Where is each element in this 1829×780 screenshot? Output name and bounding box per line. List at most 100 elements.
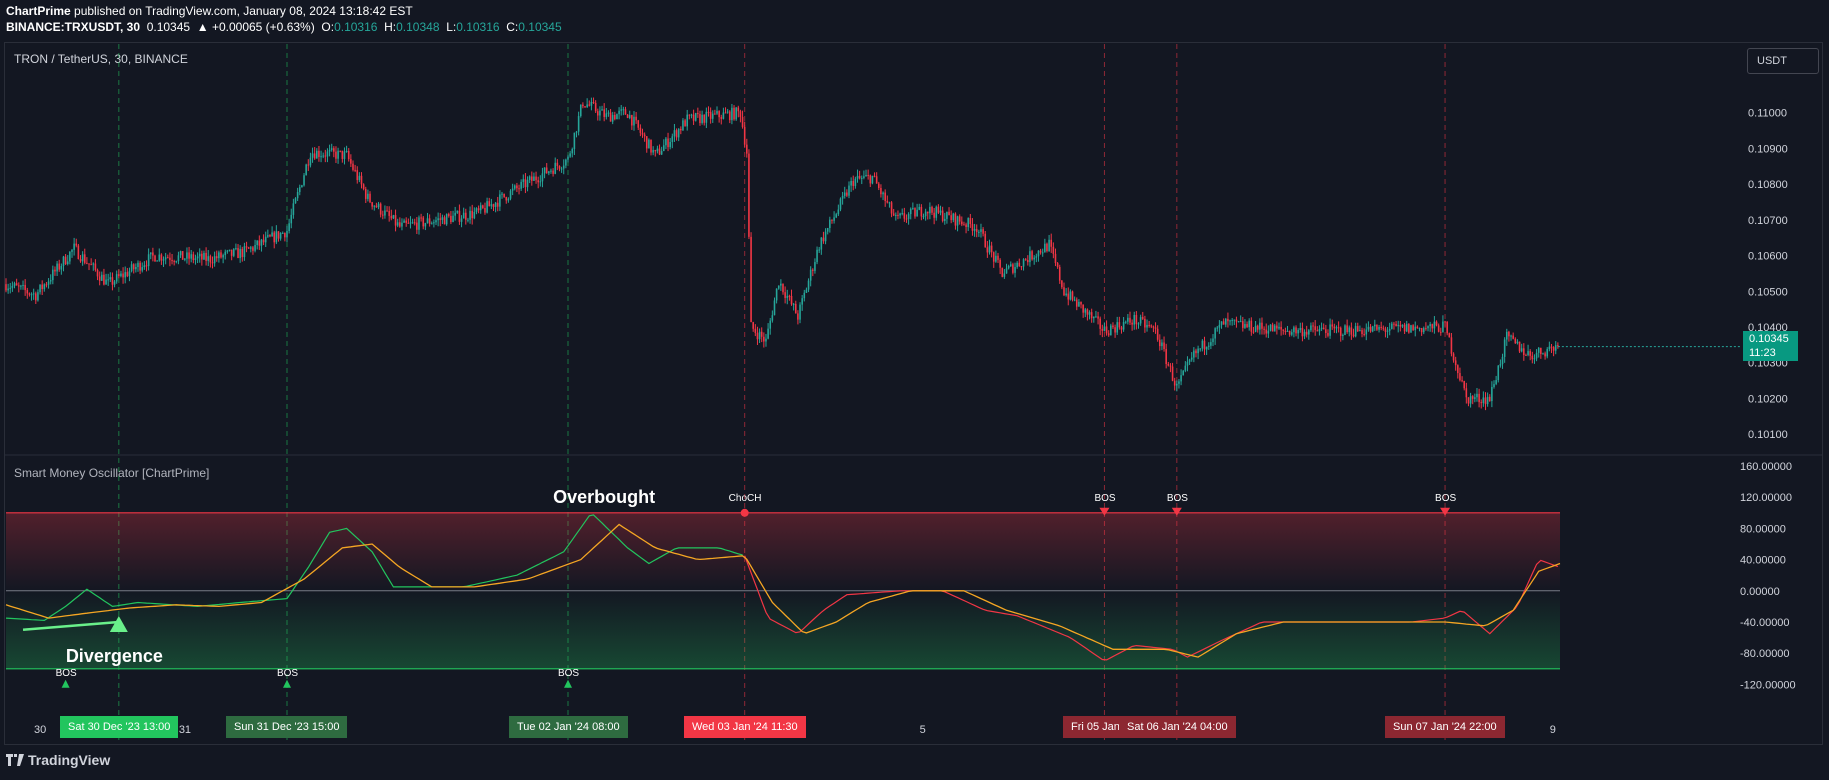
candle <box>922 216 925 218</box>
candle <box>1244 324 1246 328</box>
candle <box>486 201 488 213</box>
candle <box>1158 339 1161 347</box>
candle <box>111 277 114 285</box>
candle <box>1427 326 1429 329</box>
candle <box>871 175 874 184</box>
candle <box>13 283 16 286</box>
candle <box>90 264 92 266</box>
candle <box>826 227 829 232</box>
candle <box>213 256 216 264</box>
candle <box>1171 366 1174 381</box>
candle <box>1431 324 1434 329</box>
candle <box>1412 325 1414 331</box>
candle <box>220 252 222 258</box>
candle <box>258 240 261 246</box>
candle <box>145 265 148 267</box>
candle <box>777 285 780 289</box>
publisher-name[interactable]: ChartPrime <box>6 4 71 18</box>
candle <box>1201 340 1204 349</box>
candle <box>956 216 959 226</box>
candle <box>731 107 733 121</box>
candle <box>1312 325 1314 327</box>
candle <box>1020 266 1023 268</box>
candle <box>1308 330 1310 335</box>
candle <box>835 214 838 218</box>
candle <box>230 249 233 256</box>
candle <box>650 139 652 153</box>
candle <box>1005 268 1008 274</box>
candle <box>1135 314 1138 325</box>
symbol-line: BINANCE:TRXUSDT, 30 0.10345 ▲ +0.00065 (… <box>6 20 562 34</box>
candle <box>518 188 520 190</box>
candle <box>537 180 539 183</box>
candle <box>1212 338 1214 343</box>
candle <box>190 254 193 259</box>
candle <box>673 130 676 137</box>
chart-frame <box>4 42 1823 745</box>
candle <box>122 273 124 278</box>
candle <box>1252 331 1255 333</box>
candle <box>1007 265 1010 269</box>
candle <box>124 272 127 278</box>
candle <box>1282 329 1285 331</box>
candle <box>584 106 586 108</box>
candle <box>1090 312 1093 319</box>
candle <box>833 217 835 221</box>
candle <box>763 336 765 342</box>
candle <box>867 174 869 176</box>
candle <box>120 273 122 277</box>
candle <box>494 202 497 207</box>
candle <box>1557 345 1559 347</box>
candle <box>5 284 7 291</box>
oscillator-line-bull <box>5 514 743 622</box>
candle <box>22 284 24 286</box>
bar-countdown: 11:23 <box>1749 347 1776 359</box>
candle <box>1054 253 1057 263</box>
candle <box>950 215 952 221</box>
candle <box>1457 365 1459 374</box>
candle <box>707 111 710 113</box>
candle <box>884 192 886 201</box>
candle <box>262 239 265 243</box>
footer-brand[interactable]: TradingView <box>6 752 110 769</box>
candle <box>1444 321 1446 323</box>
candle <box>1131 322 1133 325</box>
candle <box>978 231 980 233</box>
candle <box>345 151 348 153</box>
candle <box>1112 325 1114 328</box>
candle <box>1550 346 1553 348</box>
candle <box>1337 327 1340 329</box>
candle <box>341 150 344 159</box>
candle <box>656 148 659 152</box>
candle <box>305 164 307 176</box>
candle <box>499 194 501 207</box>
candle <box>1303 331 1306 337</box>
candle <box>520 181 522 189</box>
candle <box>869 175 872 184</box>
candle <box>948 211 950 216</box>
candle <box>671 136 674 142</box>
candle <box>296 192 299 199</box>
candle <box>1420 328 1423 333</box>
candle <box>1297 330 1299 334</box>
candle <box>907 214 910 219</box>
currency-button[interactable]: USDT <box>1747 48 1819 74</box>
candle <box>458 210 461 222</box>
osc-axis-tick: -80.00000 <box>1740 648 1790 660</box>
candle <box>1367 326 1370 330</box>
candle <box>524 179 527 188</box>
candle <box>556 162 559 167</box>
candle <box>103 274 105 285</box>
candle <box>1163 342 1165 350</box>
candle <box>239 248 241 259</box>
candle <box>1290 332 1293 335</box>
time-axis-label: 31 <box>179 724 191 736</box>
candle <box>946 211 948 219</box>
candle <box>250 247 252 249</box>
candle <box>20 285 22 287</box>
candle <box>748 153 750 237</box>
candle <box>667 138 669 148</box>
candle <box>1018 262 1021 267</box>
candle <box>724 112 727 114</box>
